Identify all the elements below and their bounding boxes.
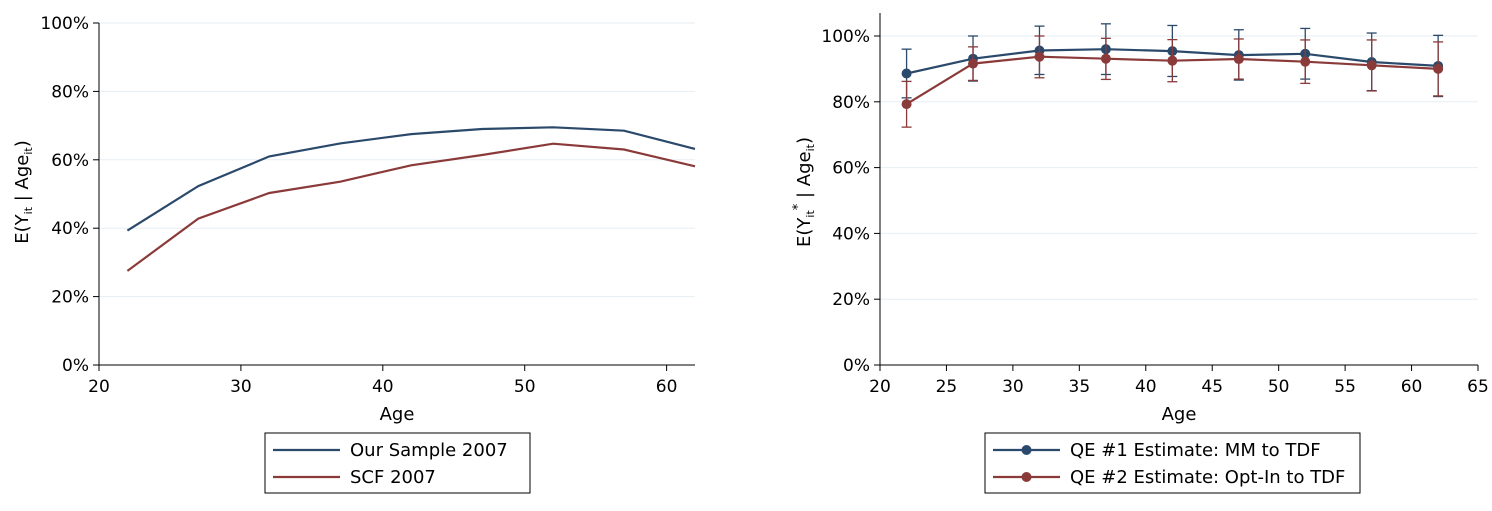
data-point [968,58,979,69]
y-axis-title-part: it [22,147,35,155]
data-point [901,99,912,110]
x-tick-label: 40 [1135,377,1157,397]
y-axis-title-part: | Age [12,155,33,207]
x-tick-label: 50 [1268,377,1290,397]
series-line-2 [126,142,696,272]
x-tick-label: 35 [1069,377,1091,397]
data-point [1034,51,1045,62]
x-tick-label: 30 [230,377,252,397]
legend-label: QE #1 Estimate: MM to TDF [1070,440,1321,461]
right-panel: 0% 20% 40% 60% 80% 100% 20 25 30 35 40 45 50 55 60 65 Ag… [791,13,1489,494]
y-tick-label: 0% [843,356,870,376]
y-tick-label: 40% [832,224,870,244]
data-point [1100,53,1111,64]
x-axis-title: Age [380,404,415,425]
y-tick-label: 0% [62,356,89,376]
x-tick-label: 30 [1002,377,1024,397]
legend-label: QE #2 Estimate: Opt-In to TDF [1070,467,1345,488]
y-axis-title-part: it [804,143,817,151]
data-point [1300,56,1311,67]
y-tick-label: 20% [51,288,89,308]
y-tick-label: 80% [832,93,870,113]
data-point [1433,63,1444,74]
y-tick-label: 100% [821,27,870,47]
data-point [1233,54,1244,65]
x-tick-label: 60 [656,377,678,397]
y-axis-title-part: * [791,203,806,210]
x-tick-label: 20 [869,377,891,397]
data-point [1366,60,1377,71]
legend-label: Our Sample 2007 [350,440,508,461]
y-tick-label: 100% [40,14,89,34]
y-axis-title-part: it [804,210,817,218]
legend-label: SCF 2007 [350,467,436,488]
y-tick-label: 60% [51,151,89,171]
y-axis-title-part: E(Y [794,217,815,247]
x-tick-label: 60 [1401,377,1423,397]
y-axis-title-part: ) [794,137,815,144]
x-tick-label: 55 [1334,377,1356,397]
legend-box [984,432,1361,494]
y-axis-title-part: E(Y [12,213,33,243]
y-axis-title-part: it [22,206,35,214]
x-tick-label: 45 [1201,377,1223,397]
legend-marker [1021,472,1032,482]
x-tick-label: 65 [1467,377,1489,397]
data-point [1167,55,1178,66]
y-tick-label: 40% [51,219,89,239]
x-tick-label: 25 [936,377,958,397]
x-tick-label: 20 [88,377,110,397]
data-point [901,68,912,79]
y-axis-title-part: | Age [794,151,815,203]
y-axis-title-part: ) [12,140,33,147]
series-line-1 [126,126,696,232]
x-tick-label: 50 [514,377,536,397]
y-tick-label: 20% [832,290,870,310]
y-tick-label: 80% [51,82,89,102]
y-axis-title: E(Yit | Ageit) [12,140,35,244]
legend-box [264,432,531,494]
legend-marker [1021,445,1032,455]
y-axis-title: E(Yit* | Ageit) [791,137,817,247]
x-axis-title: Age [1162,404,1197,425]
x-tick-label: 40 [372,377,394,397]
y-tick-label: 60% [832,159,870,179]
